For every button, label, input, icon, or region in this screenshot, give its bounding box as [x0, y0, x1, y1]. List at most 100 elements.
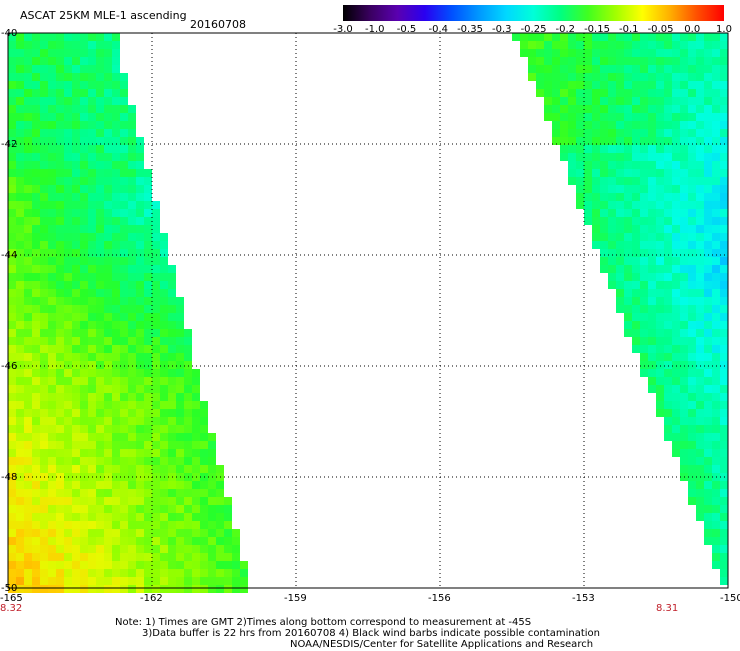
data-cell — [680, 225, 688, 233]
data-cell — [640, 121, 648, 129]
data-cell — [640, 113, 648, 121]
data-cell — [624, 121, 632, 129]
data-cell — [144, 241, 152, 249]
data-cell — [88, 129, 96, 137]
data-cell — [648, 257, 656, 265]
data-cell — [24, 393, 32, 401]
data-cell — [600, 57, 608, 65]
data-cell — [608, 201, 616, 209]
data-cell — [32, 385, 40, 393]
data-cell — [112, 337, 120, 345]
data-cell — [184, 465, 192, 473]
data-cell — [712, 321, 720, 329]
data-cell — [96, 169, 104, 177]
data-cell — [72, 337, 80, 345]
data-cell — [704, 425, 712, 433]
data-cell — [672, 121, 680, 129]
data-cell — [8, 153, 16, 161]
data-cell — [64, 561, 72, 569]
data-cell — [704, 297, 712, 305]
data-cell — [712, 177, 720, 185]
data-cell — [712, 465, 720, 473]
data-cell — [88, 545, 96, 553]
data-cell — [176, 585, 184, 593]
data-cell — [80, 305, 88, 313]
data-cell — [96, 121, 104, 129]
data-cell — [24, 121, 32, 129]
data-cell — [184, 513, 192, 521]
data-cell — [232, 553, 240, 561]
data-cell — [88, 521, 96, 529]
data-cell — [656, 41, 664, 49]
data-cell — [56, 185, 64, 193]
data-cell — [192, 553, 200, 561]
data-cell — [600, 153, 608, 161]
data-cell — [16, 369, 24, 377]
data-cell — [608, 265, 616, 273]
data-cell — [128, 249, 136, 257]
data-cell — [544, 113, 552, 121]
data-cell — [712, 361, 720, 369]
data-cell — [16, 457, 24, 465]
data-cell — [120, 497, 128, 505]
data-cell — [544, 65, 552, 73]
data-cell — [144, 513, 152, 521]
data-cell — [680, 385, 688, 393]
data-cell — [8, 217, 16, 225]
data-cell — [216, 465, 224, 473]
data-cell — [128, 529, 136, 537]
data-cell — [704, 73, 712, 81]
data-cell — [664, 377, 672, 385]
data-cell — [168, 441, 176, 449]
data-cell — [32, 353, 40, 361]
data-cell — [680, 41, 688, 49]
data-cell — [208, 465, 216, 473]
data-cell — [136, 449, 144, 457]
data-cell — [544, 49, 552, 57]
data-cell — [32, 305, 40, 313]
data-cell — [152, 241, 160, 249]
data-cell — [24, 585, 32, 593]
data-cell — [640, 201, 648, 209]
data-cell — [40, 273, 48, 281]
data-cell — [24, 457, 32, 465]
data-cell — [88, 249, 96, 257]
data-cell — [712, 89, 720, 97]
data-cell — [680, 161, 688, 169]
data-cell — [48, 321, 56, 329]
data-cell — [552, 97, 560, 105]
data-cell — [40, 161, 48, 169]
data-cell — [672, 97, 680, 105]
data-cell — [40, 217, 48, 225]
data-cell — [176, 337, 184, 345]
data-cell — [56, 441, 64, 449]
data-cell — [136, 137, 144, 145]
data-cell — [112, 265, 120, 273]
data-cell — [136, 225, 144, 233]
data-cell — [16, 225, 24, 233]
data-cell — [64, 113, 72, 121]
data-cell — [112, 153, 120, 161]
data-cell — [56, 193, 64, 201]
data-cell — [32, 257, 40, 265]
data-cell — [96, 369, 104, 377]
data-cell — [656, 241, 664, 249]
data-cell — [640, 161, 648, 169]
data-cell — [24, 257, 32, 265]
data-cell — [72, 241, 80, 249]
data-cell — [568, 161, 576, 169]
data-cell — [656, 217, 664, 225]
data-cell — [80, 449, 88, 457]
latitude-label: -42 — [1, 139, 18, 150]
data-cell — [104, 97, 112, 105]
data-cell — [56, 449, 64, 457]
data-cell — [112, 281, 120, 289]
data-cell — [712, 105, 720, 113]
data-cell — [168, 497, 176, 505]
data-cell — [624, 297, 632, 305]
data-cell — [624, 177, 632, 185]
data-cell — [56, 153, 64, 161]
data-cell — [200, 449, 208, 457]
data-cell — [208, 521, 216, 529]
data-cell — [712, 337, 720, 345]
